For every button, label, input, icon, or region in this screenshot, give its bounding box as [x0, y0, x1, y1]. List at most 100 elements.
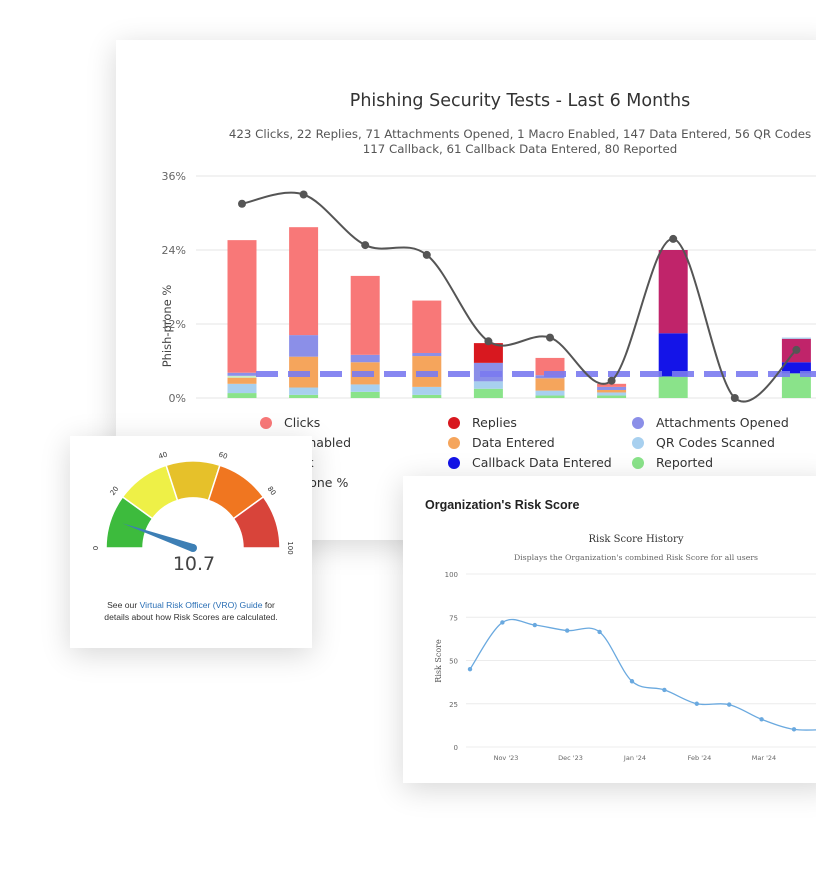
phish-prone-curve — [241, 191, 798, 403]
phish-gridlines — [196, 175, 816, 399]
risk-y-tick-label: 50 — [449, 658, 458, 666]
phish-y-tick-label: 24% — [162, 244, 186, 257]
phish-bar-segment — [289, 335, 319, 357]
risk-score-point — [727, 702, 732, 707]
legend-label: Callback Data Entered — [472, 455, 612, 470]
gauge-caption: See our Virtual Risk Officer (VRO) Guide… — [70, 599, 312, 623]
phish-bar-segment — [412, 352, 442, 357]
risk-chart-title: Risk Score History — [589, 534, 684, 545]
vro-guide-link[interactable]: Virtual Risk Officer (VRO) Guide — [139, 600, 263, 610]
phish-y-tick-label: 36% — [162, 170, 186, 183]
phish-prone-point — [669, 234, 678, 243]
phish-bar-segment — [658, 333, 688, 377]
gauge-tick-label: 40 — [158, 451, 169, 461]
risk-x-tick-label: Feb '24 — [688, 754, 712, 762]
risk-score-point — [597, 629, 602, 635]
risk-y-axis-ticks: 0 25 50 75 100 — [445, 571, 458, 752]
phish-bar-segment — [597, 389, 627, 393]
phish-bar-segment — [473, 343, 503, 363]
phish-bar-segment — [473, 381, 503, 389]
phish-chart-subtitle-line2: 117 Callback, 61 Callback Data Entered, … — [363, 142, 678, 156]
phish-bar-segment — [227, 393, 257, 398]
legend-dot — [632, 457, 644, 469]
risk-y-tick-label: 75 — [449, 614, 458, 622]
legend-dot — [632, 437, 644, 449]
phish-bar-segment — [227, 383, 257, 394]
gauge-bands — [105, 460, 281, 549]
phish-bar-segment — [535, 378, 565, 391]
phish-y-tick-label: 0% — [169, 392, 186, 405]
risk-score-point — [791, 727, 797, 732]
legend-label: Clicks — [284, 415, 320, 430]
phish-bar-segment — [473, 388, 503, 398]
risk-y-tick-label: 25 — [449, 701, 458, 709]
risk-score-line — [467, 618, 816, 732]
risk-x-tick-label: Nov '23 — [494, 754, 519, 762]
gauge-tick-label: 80 — [266, 485, 278, 497]
phish-prone-point — [546, 333, 554, 342]
risk-x-axis-ticks: Nov '23 Dec '23 Jan '24 Feb '24 Mar '24 — [494, 754, 777, 762]
phish-prone-point — [792, 345, 801, 354]
risk-gauge-card: 0 20 40 60 80 100 10.7 See our Virtual Risk O… — [70, 436, 312, 648]
legend-dot — [448, 437, 460, 449]
legend-label: QR Codes Scanned — [656, 435, 775, 450]
phish-prone-point — [607, 376, 616, 385]
phish-bar-segment — [227, 240, 257, 373]
gauge-tick-labels: 0 20 40 60 80 100 — [92, 451, 294, 555]
phish-prone-line — [238, 190, 801, 403]
phish-chart-subtitle-line1: 423 Clicks, 22 Replies, 71 Attachments O… — [229, 127, 811, 141]
phish-y-axis-title: Phish-prone % — [160, 285, 174, 368]
phish-bar-segment — [597, 383, 627, 387]
gauge-tick-label: 60 — [217, 451, 228, 461]
legend-dot — [448, 417, 460, 429]
phish-bar-segment — [227, 377, 257, 384]
phish-bar-segment — [597, 395, 627, 398]
risk-score-point — [500, 620, 505, 625]
phish-bar-segment — [289, 394, 319, 398]
risk-y-tick-label: 0 — [454, 744, 458, 752]
phish-bar-segment — [597, 392, 627, 396]
phish-bar-segment — [597, 386, 627, 390]
phish-prone-point — [299, 190, 308, 199]
phish-bar-segment — [535, 395, 565, 398]
legend-label: Attachments Opened — [656, 415, 789, 430]
phish-bar-segment — [227, 372, 257, 376]
risk-gridlines — [466, 573, 816, 748]
risk-x-tick-label: Jan '24 — [623, 754, 646, 762]
gauge-needle — [122, 523, 197, 552]
phish-bar-segment — [781, 362, 811, 374]
phish-prone-point — [238, 199, 246, 208]
phish-prone-point — [361, 241, 370, 250]
risk-score-point — [532, 622, 537, 628]
gauge-caption-prefix: See our — [107, 600, 140, 610]
legend-dot — [632, 417, 644, 429]
phish-bar-segment — [412, 300, 442, 353]
phish-bar-segment — [350, 354, 380, 363]
gauge-caption-line2: details about how Risk Scores are calcul… — [104, 612, 278, 622]
phish-prone-point — [484, 337, 493, 346]
risk-score-chart: Risk Score History Displays the Organiza… — [434, 534, 816, 762]
risk-y-tick-label: 100 — [445, 571, 458, 579]
gauge-value: 10.7 — [173, 553, 215, 575]
risk-score-curve — [469, 618, 816, 731]
phish-prone-point — [730, 394, 739, 402]
gauge-caption-suffix: for — [262, 600, 275, 610]
risk-y-axis-title: Risk Score — [434, 639, 443, 683]
phish-bar-segment — [350, 391, 380, 398]
gauge-needle-hub — [189, 544, 197, 552]
phish-bar-segment — [412, 394, 442, 398]
phish-y-tick-label: 12% — [162, 318, 186, 331]
risk-score-point — [565, 628, 570, 633]
legend-label: Data Entered — [472, 435, 555, 450]
risk-score-point — [694, 701, 699, 706]
phish-bar-segment — [535, 390, 565, 396]
phish-bar-segment — [412, 386, 442, 395]
phish-bar-segment — [658, 376, 688, 398]
risk-chart-subtitle: Displays the Organization's combined Ris… — [514, 553, 758, 562]
phish-chart-title: Phishing Security Tests - Last 6 Months — [350, 91, 690, 111]
risk-score-card: Organization's Risk Score Risk Score His… — [403, 476, 816, 783]
risk-gauge: 0 20 40 60 80 100 10.7 — [92, 451, 294, 575]
legend-dot — [448, 457, 460, 469]
phish-bar-segment — [781, 373, 811, 398]
phish-bar-segment — [658, 250, 688, 334]
